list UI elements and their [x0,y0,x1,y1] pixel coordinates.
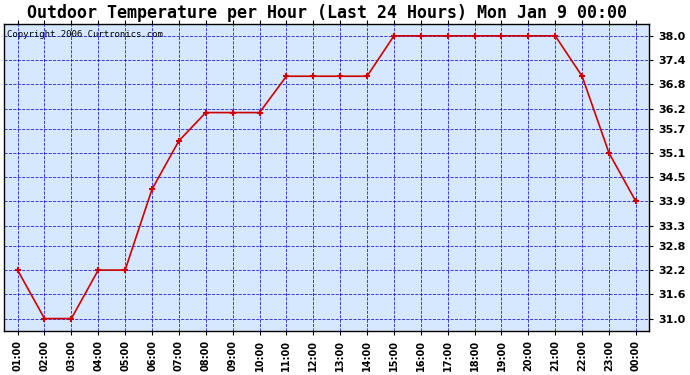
Text: Copyright 2006 Curtronics.com: Copyright 2006 Curtronics.com [8,30,164,39]
Title: Outdoor Temperature per Hour (Last 24 Hours) Mon Jan 9 00:00: Outdoor Temperature per Hour (Last 24 Ho… [27,4,627,22]
